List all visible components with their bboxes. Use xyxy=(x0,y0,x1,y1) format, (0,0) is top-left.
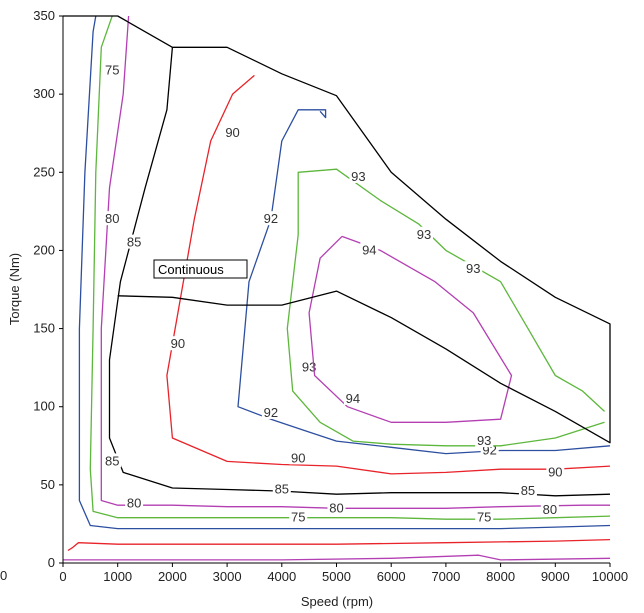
y-tick-label: 250 xyxy=(33,164,55,179)
contour-line-magenta-4 xyxy=(100,15,610,509)
contour-label: 92 xyxy=(264,211,278,226)
contour-label-bg xyxy=(103,62,122,77)
x-tick-label: 0 xyxy=(59,569,66,584)
contour-label-bg xyxy=(540,501,559,516)
contour-line-magenta-0 xyxy=(63,554,611,561)
contour-label-bg xyxy=(168,336,187,351)
contour-label-bg xyxy=(289,450,308,465)
y-tick-label: 50 xyxy=(41,477,55,492)
x-tick-label: 3000 xyxy=(213,569,242,584)
x-tick-label: 2000 xyxy=(158,569,187,584)
contour-label: 93 xyxy=(351,169,365,184)
contour-label: 94 xyxy=(362,242,376,257)
y-tick-label: 350 xyxy=(33,8,55,23)
contour-label: 85 xyxy=(275,482,289,497)
contour-label-bg xyxy=(475,509,494,524)
x-tick-label: 6000 xyxy=(377,569,406,584)
contour-label: 80 xyxy=(127,496,141,511)
contour-label: 93 xyxy=(417,227,431,242)
y-tick-label: 0 xyxy=(48,555,55,570)
y-tick-label: 100 xyxy=(33,399,55,414)
contour-label-bg xyxy=(261,404,280,419)
contour-label-bg xyxy=(103,453,122,468)
contour-label: 80 xyxy=(543,502,557,517)
contour-label-bg xyxy=(415,226,434,241)
contour-line-magenta-9 xyxy=(308,235,513,423)
contour-label: 85 xyxy=(127,235,141,250)
x-tick-label: 1000 xyxy=(103,569,132,584)
contour-label: 80 xyxy=(105,211,119,226)
contour-label-bg xyxy=(103,211,122,226)
contour-label: 92 xyxy=(264,405,278,420)
continuous-label-box: Continuous xyxy=(153,259,248,279)
contour-line-red-6 xyxy=(166,74,611,475)
x-axis-label: Speed (rpm) xyxy=(301,594,373,609)
contour-label-bg xyxy=(261,211,280,226)
x-tick-label: 9000 xyxy=(541,569,570,584)
contour-label-bg xyxy=(349,168,368,183)
contour-label: 85 xyxy=(521,483,535,498)
contour-label: 75 xyxy=(477,510,491,525)
contour-label-bg xyxy=(518,483,537,498)
x-tick-label: 10000 xyxy=(592,569,628,584)
y-tick-label: 150 xyxy=(33,321,55,336)
x-tick-label: 7000 xyxy=(431,569,460,584)
contour-label-bg xyxy=(125,234,144,249)
contour-label: 75 xyxy=(291,510,305,525)
contour-label-bg xyxy=(327,500,346,515)
contour-label: 90 xyxy=(225,125,239,140)
contour-label: 90 xyxy=(548,464,562,479)
x-tick-label: 8000 xyxy=(486,569,515,584)
contour-label: 93 xyxy=(477,433,491,448)
contour-label: 93 xyxy=(466,261,480,276)
contour-line-green-3 xyxy=(89,15,611,520)
contour-label-bg xyxy=(272,481,291,496)
contour-line-blue-2 xyxy=(78,15,611,530)
stray-tick-label: 0 xyxy=(0,568,7,583)
contour-label: 94 xyxy=(346,391,360,406)
y-tick-label: 200 xyxy=(33,242,55,257)
contour-line-red-1 xyxy=(67,538,611,552)
x-tick-label: 4000 xyxy=(267,569,296,584)
contour-label-bg xyxy=(289,509,308,524)
y-axis-label: Torque (Nm) xyxy=(7,253,22,325)
continuous-label: Continuous xyxy=(158,262,224,277)
contour-label-bg xyxy=(343,390,362,405)
contour-label: 85 xyxy=(105,453,119,468)
contour-label-bg xyxy=(464,261,483,276)
contour-line-blue-7 xyxy=(237,109,611,455)
contour-label-bg xyxy=(125,495,144,510)
contour-label-bg xyxy=(546,464,565,479)
contour-label-bg xyxy=(360,242,379,257)
contour-label: 80 xyxy=(329,500,343,515)
chart-axes: 0 1000 2000 3000 4000 5000 6000 7000 8000 9000 100… xyxy=(33,8,628,584)
contour-line-green-8 xyxy=(286,168,605,447)
y-tick-label: 300 xyxy=(33,86,55,101)
x-tick-label: 5000 xyxy=(322,569,351,584)
contour-label: 90 xyxy=(291,450,305,465)
contour-label-bg xyxy=(475,433,494,448)
contour-label: 75 xyxy=(105,63,119,78)
contour-label-bg xyxy=(223,125,242,140)
contour-label: 90 xyxy=(171,336,185,351)
contour-label: 93 xyxy=(302,360,316,375)
envelope-line xyxy=(63,15,611,444)
